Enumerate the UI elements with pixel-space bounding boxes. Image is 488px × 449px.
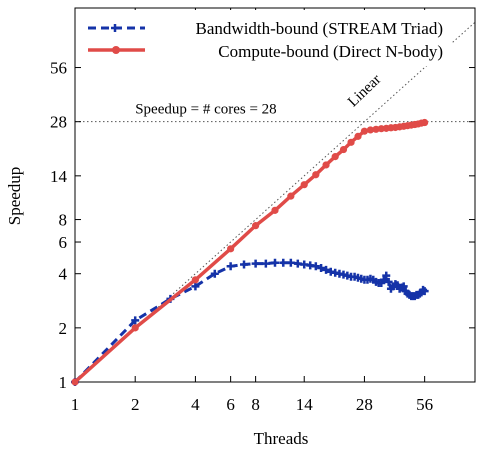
point-1-16 xyxy=(372,125,380,133)
legend-bandwidth-marker xyxy=(111,24,119,32)
point-1-4 xyxy=(252,222,260,230)
legend-item-bandwidth: Bandwidth-bound (STREAM Triad) xyxy=(88,19,443,38)
legend-bandwidth-label: Bandwidth-bound (STREAM Triad) xyxy=(196,19,443,38)
point-0-34 xyxy=(379,275,388,284)
point-0-10 xyxy=(279,258,288,267)
point-0-8 xyxy=(261,259,270,268)
series-0 xyxy=(71,258,429,386)
y-tick-label-0: 1 xyxy=(59,373,68,392)
point-1-12 xyxy=(347,138,355,146)
point-0-43 xyxy=(399,282,408,291)
point-1-11 xyxy=(339,145,348,154)
point-1-15 xyxy=(366,126,375,134)
series-1 xyxy=(71,118,429,386)
point-0-5 xyxy=(226,262,235,271)
point-1-10 xyxy=(331,153,339,161)
core-count-reference-label: Speedup = # cores = 28 xyxy=(135,102,276,118)
point-0-36 xyxy=(384,277,393,286)
legend-compute-label: Compute-bound (Direct N-body) xyxy=(218,42,443,61)
plot-frame xyxy=(74,7,476,383)
x-tick-label-5: 14 xyxy=(296,395,314,414)
point-1-6 xyxy=(287,192,295,200)
x-tick-label-3: 6 xyxy=(226,395,235,414)
y-axis-label: Speedup xyxy=(5,167,24,226)
x-tick-label-1: 2 xyxy=(131,395,140,414)
y-tick-label-4: 8 xyxy=(59,211,68,230)
linear-reference-line xyxy=(74,21,476,383)
point-1-1 xyxy=(131,324,139,332)
x-tick-label-7: 56 xyxy=(416,395,433,414)
y-tick-label-3: 6 xyxy=(59,233,68,252)
point-1-8 xyxy=(312,171,320,179)
point-1-28 xyxy=(421,118,429,127)
point-1-0 xyxy=(71,378,79,386)
point-0-15 xyxy=(311,262,320,271)
legend: Bandwidth-bound (STREAM Triad) Compute-b… xyxy=(88,19,443,61)
y-tick-label-5: 14 xyxy=(50,167,68,186)
x-tick-label-0: 1 xyxy=(71,395,80,414)
legend-box xyxy=(80,10,452,66)
x-tick-label-2: 4 xyxy=(191,395,200,414)
point-1-2 xyxy=(191,276,200,284)
point-1-7 xyxy=(300,181,308,189)
point-1-13 xyxy=(354,132,362,140)
x-tick-label-4: 8 xyxy=(251,395,260,414)
point-0-17 xyxy=(322,265,331,274)
series-line-1 xyxy=(73,120,425,384)
point-0-35 xyxy=(382,271,391,280)
point-0-9 xyxy=(271,258,279,267)
x-axis-label: Threads xyxy=(254,429,309,448)
point-1-5 xyxy=(271,206,279,214)
point-1-9 xyxy=(322,161,330,169)
point-0-7 xyxy=(251,259,260,268)
point-1-14 xyxy=(360,127,369,135)
y-tick-label-1: 2 xyxy=(59,319,68,338)
point-0-11 xyxy=(286,258,295,267)
point-0-6 xyxy=(240,260,249,269)
x-tick-label-6: 28 xyxy=(356,395,373,414)
legend-item-compute: Compute-bound (Direct N-body) xyxy=(88,42,443,61)
point-0-4 xyxy=(210,269,219,278)
series-layer xyxy=(71,118,429,386)
legend-compute-marker xyxy=(112,46,120,54)
point-0-55 xyxy=(420,287,429,296)
y-tick-label-7: 56 xyxy=(50,59,67,78)
y-tick-label-2: 4 xyxy=(59,265,68,284)
y-tick-label-6: 28 xyxy=(50,113,67,132)
point-0-16 xyxy=(317,264,326,273)
point-0-1 xyxy=(131,316,140,325)
point-0-3 xyxy=(191,282,200,291)
linear-reference-label: Linear xyxy=(345,72,384,111)
point-1-3 xyxy=(227,245,235,253)
